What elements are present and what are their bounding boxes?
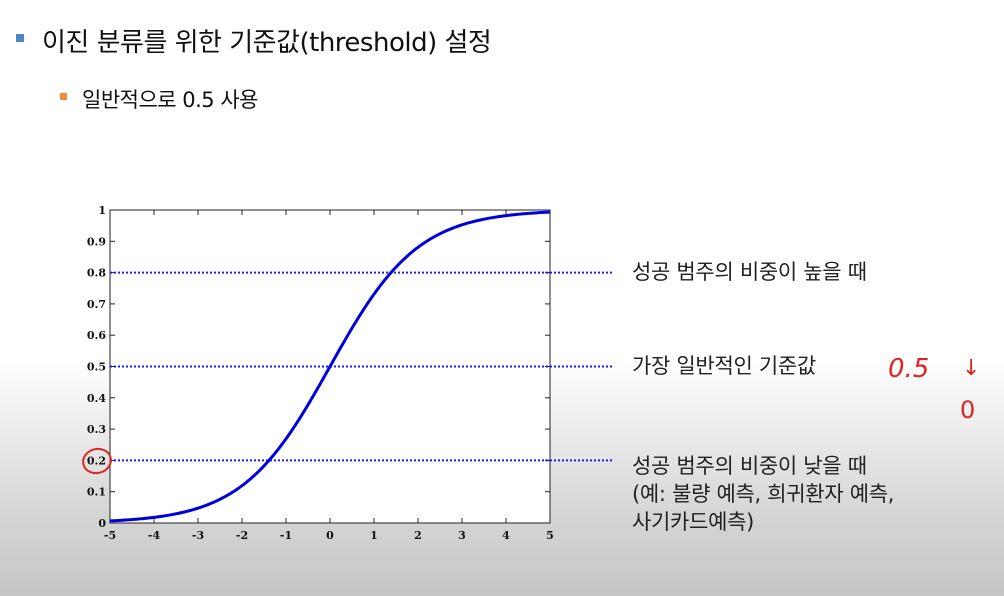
annotation-low-line2: (예: 불량 예측, 희귀환자 예측,	[632, 482, 895, 506]
sub-bullet	[60, 93, 67, 100]
y-tick-label: 0.8	[87, 267, 106, 280]
y-axis-ticks: 0 0.1 0.2 0.3 0.4 0.5 0.6 0.7 0.8 0.9 1	[87, 204, 550, 530]
y-tick-label: 0.9	[87, 235, 106, 248]
x-tick-label: -5	[104, 529, 116, 542]
x-tick-label: 3	[458, 529, 466, 542]
sub-bullet-text: 일반적으로 0.5 사용	[82, 88, 259, 112]
handwritten-result: 0	[960, 396, 976, 424]
x-tick-label: 1	[370, 529, 378, 542]
sigmoid-curve	[109, 210, 551, 523]
annotation-high: 성공 범주의 비중이 높을 때	[632, 260, 867, 284]
title-bullet	[16, 34, 24, 42]
y-tick-label: 0	[98, 517, 106, 530]
y-tick-label: 1	[98, 204, 106, 217]
x-tick-label: -3	[192, 529, 204, 542]
x-tick-label: -2	[236, 529, 248, 542]
annotation-low-line1: 성공 범주의 비중이 낮을 때	[632, 454, 867, 478]
x-tick-label: 4	[502, 529, 510, 542]
x-tick-label: 0	[326, 529, 334, 542]
y-tick-label: 0.6	[87, 329, 106, 342]
x-tick-label: -4	[148, 529, 161, 542]
handwritten-arrow-icon: ↓	[962, 356, 981, 381]
circled-tick-mark	[82, 447, 112, 475]
y-tick-label: 0.7	[87, 298, 106, 311]
x-tick-label: 2	[414, 529, 422, 542]
y-tick-label: 0.2	[87, 454, 106, 467]
annotation-low-line3: 사기카드예측)	[632, 510, 755, 534]
slide-title: 이진 분류를 위한 기준값(threshold) 설정	[42, 28, 492, 58]
y-tick-label: 0.5	[87, 361, 106, 374]
x-axis-ticks: -5 -4 -3 -2 -1 0 1 2 3 4 5	[104, 210, 554, 542]
y-tick-label: 0.1	[87, 486, 106, 499]
x-tick-label: -1	[280, 529, 292, 542]
handwritten-value: 0.5	[888, 354, 930, 384]
y-tick-label: 0.4	[87, 392, 106, 405]
x-tick-label: 5	[546, 529, 554, 542]
annotation-mid: 가장 일반적인 기준값	[632, 354, 816, 378]
y-tick-label: 0.3	[87, 423, 106, 436]
